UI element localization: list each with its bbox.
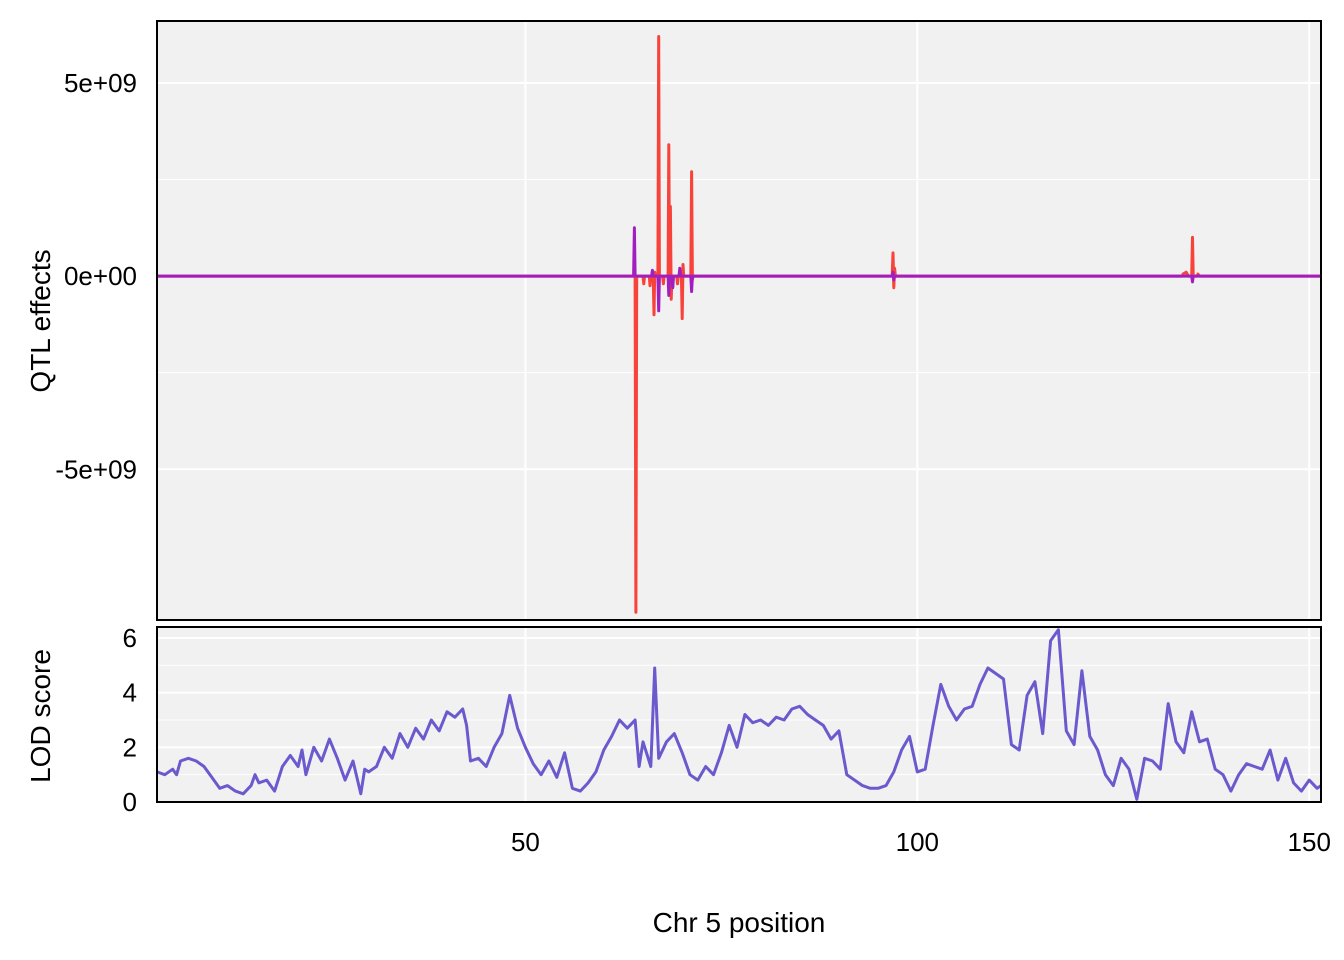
y-tick-label: -5e+09 [55,454,137,484]
x-tick-label: 150 [1288,827,1331,857]
effects-y-tick-labels: 5e+09 0e+00 -5e+09 [55,68,137,484]
lod-panel-background [157,627,1321,802]
y-tick-label: 0e+00 [64,261,137,291]
y-tick-label: 4 [123,678,137,708]
lod-y-tick-labels: 0 2 4 6 [123,623,137,817]
effects-panel-border [156,20,1322,621]
lod-y-axis-title: LOD score [25,649,56,783]
y-tick-label: 0 [123,787,137,817]
x-tick-label: 100 [896,827,939,857]
series-line-1 [156,628,1322,801]
series-line-2 [157,226,1321,313]
effects-panel-background [157,21,1321,620]
lod-series [156,628,1322,801]
y-tick-label: 6 [123,623,137,653]
effects-series [157,35,1321,614]
y-tick-label: 5e+09 [64,68,137,98]
lod-panel-border [156,626,1322,803]
x-tick-label: 50 [511,827,540,857]
x-axis-title: Chr 5 position [653,907,826,938]
x-tick-labels: 50 100 150 [511,827,1331,857]
effects-y-axis-title: QTL effects [25,249,56,392]
y-tick-label: 2 [123,732,137,762]
